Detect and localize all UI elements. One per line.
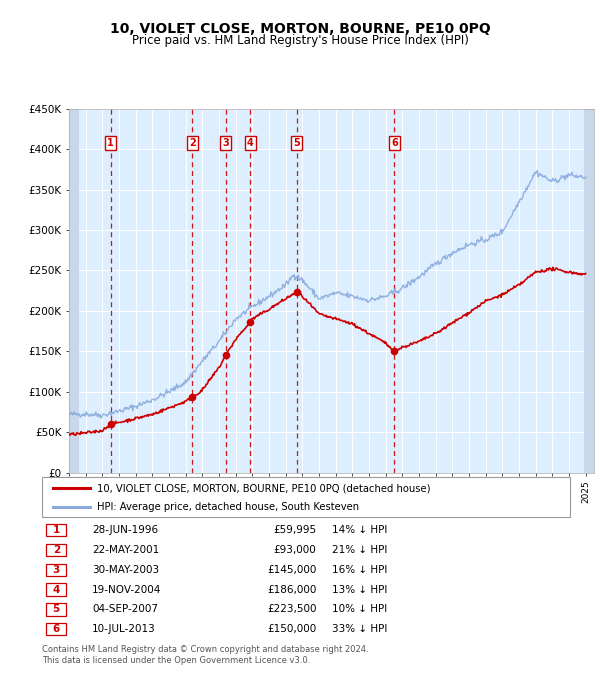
Bar xyxy=(69,109,79,473)
Text: 16% ↓ HPI: 16% ↓ HPI xyxy=(332,565,388,575)
Text: 2: 2 xyxy=(53,545,60,555)
Text: 10, VIOLET CLOSE, MORTON, BOURNE, PE10 0PQ (detached house): 10, VIOLET CLOSE, MORTON, BOURNE, PE10 0… xyxy=(97,483,431,494)
Text: 2: 2 xyxy=(189,138,196,148)
Text: 10-JUL-2013: 10-JUL-2013 xyxy=(92,624,156,634)
Text: 10, VIOLET CLOSE, MORTON, BOURNE, PE10 0PQ: 10, VIOLET CLOSE, MORTON, BOURNE, PE10 0… xyxy=(110,22,490,36)
Bar xyxy=(46,524,66,537)
Text: 5: 5 xyxy=(53,605,60,615)
Text: £145,000: £145,000 xyxy=(267,565,317,575)
Text: 3: 3 xyxy=(223,138,229,148)
Text: 13% ↓ HPI: 13% ↓ HPI xyxy=(332,585,388,594)
Text: £223,500: £223,500 xyxy=(267,605,317,615)
Text: £186,000: £186,000 xyxy=(267,585,317,594)
Text: 1: 1 xyxy=(53,525,60,535)
Bar xyxy=(46,603,66,615)
Text: This data is licensed under the Open Government Licence v3.0.: This data is licensed under the Open Gov… xyxy=(42,656,310,664)
Text: £59,995: £59,995 xyxy=(274,525,317,535)
Text: 10% ↓ HPI: 10% ↓ HPI xyxy=(332,605,388,615)
Text: 28-JUN-1996: 28-JUN-1996 xyxy=(92,525,158,535)
Bar xyxy=(46,564,66,576)
Text: 3: 3 xyxy=(53,565,60,575)
Text: 5: 5 xyxy=(293,138,300,148)
Text: HPI: Average price, detached house, South Kesteven: HPI: Average price, detached house, Sout… xyxy=(97,502,359,511)
Text: 33% ↓ HPI: 33% ↓ HPI xyxy=(332,624,388,634)
Text: 6: 6 xyxy=(53,624,60,634)
Text: 4: 4 xyxy=(247,138,254,148)
Bar xyxy=(584,109,594,473)
Text: £150,000: £150,000 xyxy=(268,624,317,634)
Text: Contains HM Land Registry data © Crown copyright and database right 2024.: Contains HM Land Registry data © Crown c… xyxy=(42,645,368,653)
Text: 19-NOV-2004: 19-NOV-2004 xyxy=(92,585,161,594)
Text: 22-MAY-2001: 22-MAY-2001 xyxy=(92,545,160,555)
Bar xyxy=(46,583,66,596)
Text: 21% ↓ HPI: 21% ↓ HPI xyxy=(332,545,388,555)
Bar xyxy=(46,544,66,556)
Text: 04-SEP-2007: 04-SEP-2007 xyxy=(92,605,158,615)
Bar xyxy=(46,623,66,635)
Text: £93,000: £93,000 xyxy=(274,545,317,555)
Text: 30-MAY-2003: 30-MAY-2003 xyxy=(92,565,159,575)
Text: 4: 4 xyxy=(53,585,60,594)
Text: 6: 6 xyxy=(391,138,398,148)
Text: Price paid vs. HM Land Registry's House Price Index (HPI): Price paid vs. HM Land Registry's House … xyxy=(131,34,469,47)
Text: 14% ↓ HPI: 14% ↓ HPI xyxy=(332,525,388,535)
Text: 1: 1 xyxy=(107,138,114,148)
